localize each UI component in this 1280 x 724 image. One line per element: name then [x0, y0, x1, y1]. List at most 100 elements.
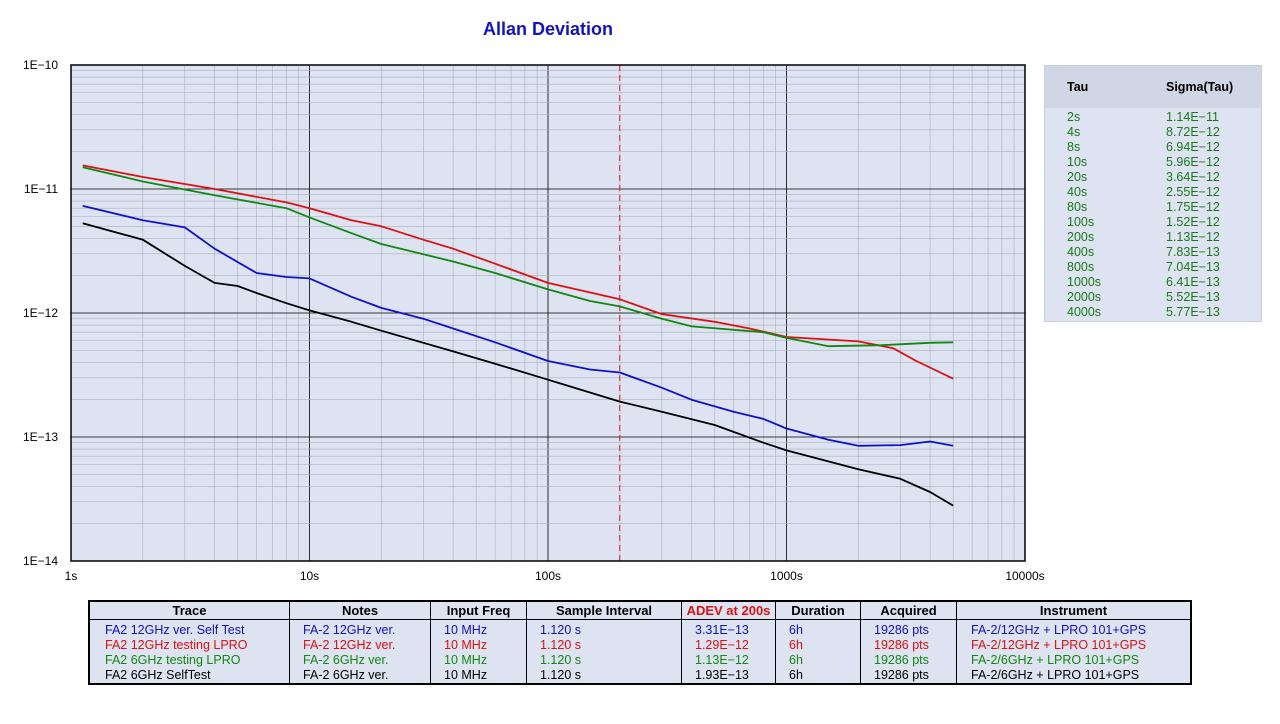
legend-cell: 10 MHz: [444, 668, 488, 682]
sigma-table-row: 40s 2.55E−12: [1045, 185, 1261, 200]
legend-cell: 10 MHz: [444, 653, 488, 667]
legend-column: Notes FA-2 12GHz ver. FA-2 12GHz ver. FA-2 …: [290, 602, 431, 683]
x-tick-label: 1s: [65, 569, 78, 583]
sigma-table-row: 80s 1.75E−12: [1045, 200, 1261, 215]
sigma-value: 1.13E−12: [1166, 230, 1220, 244]
sigma-table-row: 4000s 5.77E−13: [1045, 305, 1261, 320]
tau-header: Tau: [1067, 80, 1089, 94]
chart-title: Allan Deviation: [483, 19, 613, 39]
legend-cell: FA-2/6GHz + LPRO 101+GPS: [971, 668, 1140, 682]
sigma-value: 7.04E−13: [1166, 260, 1220, 274]
legend-cell: FA-2/6GHz + LPRO 101+GPS: [971, 653, 1140, 667]
tau-value: 2s: [1067, 110, 1081, 124]
legend-cell: 3.31E−13: [695, 623, 749, 637]
sigma-value: 1.75E−12: [1166, 200, 1220, 214]
sigma-value: 2.55E−12: [1166, 185, 1220, 199]
sigma-table-row: 4s 8.72E−12: [1045, 125, 1261, 140]
legend-cell: FA2 6GHz SelfTest: [105, 668, 211, 682]
sigma-value: 5.77E−13: [1166, 305, 1220, 319]
x-tick-label: 10000s: [1005, 569, 1044, 583]
legend-cell: 6h: [789, 638, 803, 652]
tau-value: 40s: [1067, 185, 1088, 199]
sigma-value: 5.96E−12: [1166, 155, 1220, 169]
y-tick-label: 1E−13: [23, 430, 58, 444]
sigma-value: 6.41E−13: [1166, 275, 1220, 289]
sigma-value: 7.83E−13: [1166, 245, 1220, 259]
legend-column-header: Trace: [90, 602, 289, 620]
sigma-value: 6.94E−12: [1166, 140, 1220, 154]
tau-value: 80s: [1067, 200, 1088, 214]
sigma-table-row: 800s 7.04E−13: [1045, 260, 1261, 275]
y-tick-label: 1E−12: [23, 306, 58, 320]
x-tick-label: 10s: [300, 569, 319, 583]
tau-value: 400s: [1067, 245, 1095, 259]
sigma-header: Sigma(Tau): [1166, 80, 1234, 94]
tau-value: 2000s: [1067, 290, 1102, 304]
legend-column-header: Instrument: [957, 602, 1190, 620]
x-tick-label: 100s: [535, 569, 561, 583]
series-lines: [82, 164, 954, 507]
series-line-3: [82, 166, 954, 348]
tau-value: 20s: [1067, 170, 1088, 184]
sigma-table-row: 1000s 6.41E−13: [1045, 275, 1261, 290]
sigma-table-row: 2s 1.14E−11: [1045, 110, 1261, 125]
series-line-2: [82, 164, 954, 380]
legend-column: Acquired 19286 pts 19286 pts 19286 pts 19286…: [861, 602, 957, 683]
x-tick-label: 1000s: [770, 569, 803, 583]
series-line-4: [82, 222, 954, 507]
sigma-table-header: Tau Sigma(Tau): [1045, 66, 1261, 108]
legend-cell: 1.120 s: [540, 623, 582, 637]
legend-column: ADEV at 200s 3.31E−13 1.29E−12 1.13E−12 1.93…: [682, 602, 776, 683]
legend-cell: 6h: [789, 653, 803, 667]
plot-frame: [70, 64, 1026, 562]
legend-column-header: Notes: [290, 602, 430, 620]
sigma-table-row: 20s 3.64E−12: [1045, 170, 1261, 185]
legend-column: Input Freq 10 MHz 10 MHz 10 MHz 10 MHz: [431, 602, 527, 683]
trace-legend-table: Trace FA2 12GHz ver. Self Test FA2 12GHz t…: [88, 600, 1192, 685]
legend-cell: 6h: [789, 668, 803, 682]
legend-cell: FA-2 6GHz ver.: [303, 653, 389, 667]
y-tick-label: 1E−14: [23, 554, 58, 568]
grid: [71, 65, 1025, 561]
legend-cell: 10 MHz: [444, 638, 488, 652]
legend-column-header: Sample Interval: [527, 602, 681, 620]
y-tick-label: 1E−11: [24, 182, 58, 196]
legend-cell: FA-2 12GHz ver.: [303, 638, 396, 652]
legend-column: Instrument FA-2/12GHz + LPRO 101+GPS FA-2/…: [957, 602, 1190, 683]
y-tick-label: 1E−10: [23, 58, 58, 72]
sigma-value: 1.52E−12: [1166, 215, 1220, 229]
legend-column-header: Input Freq: [431, 602, 526, 620]
sigma-table-row: 2000s 5.52E−13: [1045, 290, 1261, 305]
legend-cell: 19286 pts: [874, 668, 929, 682]
sigma-value: 1.14E−11: [1166, 110, 1219, 124]
legend-cell: 19286 pts: [874, 653, 929, 667]
tick-labels: 1s 10s 100s 1000s 10000s 1E−10 1E−11 1E−12 1E−13…: [23, 58, 1045, 583]
sigma-value: 5.52E−13: [1166, 290, 1220, 304]
sigma-table-row: 10s 5.96E−12: [1045, 155, 1261, 170]
legend-cell: 19286 pts: [874, 623, 929, 637]
tau-value: 4000s: [1067, 305, 1102, 319]
tau-value: 1000s: [1067, 275, 1102, 289]
legend-cell: FA2 6GHz testing LPRO: [105, 653, 241, 667]
sigma-value: 3.64E−12: [1166, 170, 1220, 184]
legend-cell: 1.120 s: [540, 653, 582, 667]
sigma-table-row: 8s 6.94E−12: [1045, 140, 1261, 155]
sigma-tau-table: Tau Sigma(Tau) 2s 1.14E−11 4s 8.72E−12 8s 6.9…: [1044, 65, 1262, 322]
legend-column: Trace FA2 12GHz ver. Self Test FA2 12GHz t…: [90, 602, 290, 683]
legend-cell: FA-2/12GHz + LPRO 101+GPS: [971, 638, 1147, 652]
legend-cell: 19286 pts: [874, 638, 929, 652]
legend-cell: 1.93E−13: [695, 668, 749, 682]
tau-value: 4s: [1067, 125, 1081, 139]
legend-cell: FA-2/12GHz + LPRO 101+GPS: [971, 623, 1147, 637]
legend-cell: FA-2 12GHz ver.: [303, 623, 396, 637]
legend-cell: 6h: [789, 623, 803, 637]
legend-cell: 1.29E−12: [695, 638, 749, 652]
legend-cell: 1.120 s: [540, 638, 582, 652]
legend-cell: FA-2 6GHz ver.: [303, 668, 389, 682]
legend-cell: 10 MHz: [444, 623, 488, 637]
tau-value: 200s: [1067, 230, 1095, 244]
series-line-1: [82, 205, 954, 447]
tau-value: 800s: [1067, 260, 1095, 274]
legend-cell: FA2 12GHz testing LPRO: [105, 638, 248, 652]
